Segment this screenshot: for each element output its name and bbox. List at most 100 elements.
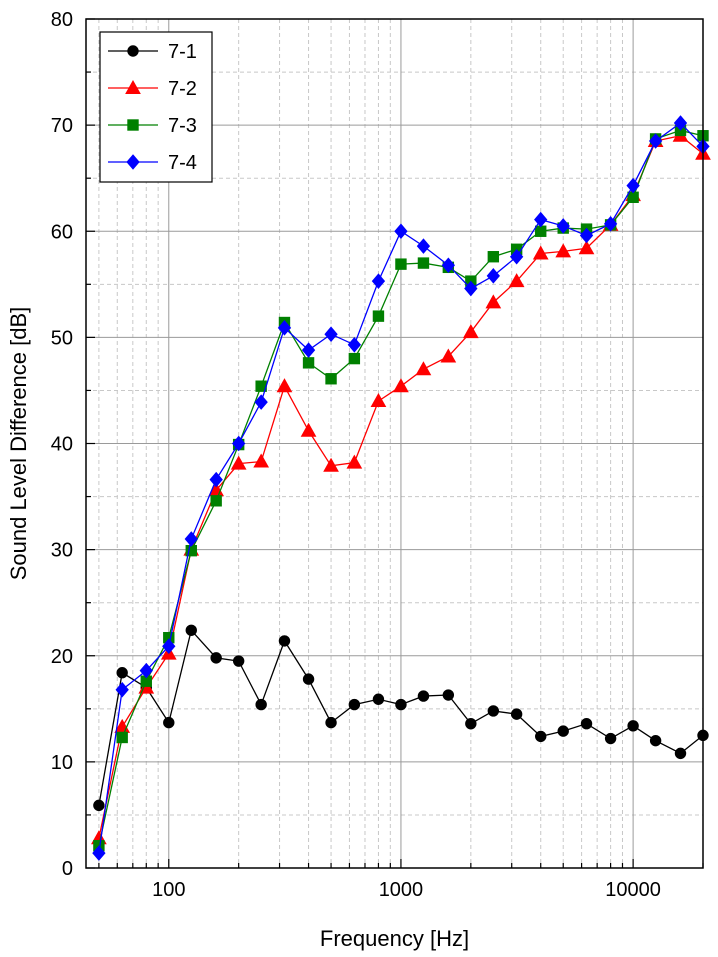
- data-point-7-2: [462, 324, 479, 339]
- data-point-7-4: [464, 280, 478, 297]
- y-tick-label: 30: [51, 540, 73, 562]
- data-point-7-1: [417, 690, 430, 702]
- y-tick-label: 10: [51, 752, 73, 774]
- data-point-7-1: [510, 708, 523, 720]
- legend-label: 7-3: [168, 115, 197, 137]
- x-axis-title: Frequency [Hz]: [320, 926, 469, 951]
- data-point-7-1: [185, 624, 197, 636]
- data-point-7-3: [325, 373, 337, 385]
- data-point-7-2: [532, 245, 549, 260]
- data-point-7-4: [626, 177, 640, 194]
- data-point-7-2: [276, 378, 293, 393]
- data-point-7-4: [394, 223, 408, 240]
- data-point-7-4: [673, 115, 688, 131]
- x-axis-tick-labels: 100 1000 10000: [152, 879, 661, 901]
- data-point-7-1: [116, 667, 128, 679]
- data-point-7-3: [627, 191, 639, 203]
- legend-label: 7-1: [168, 41, 197, 63]
- data-point-7-4: [416, 238, 431, 254]
- data-point-7-3: [395, 258, 407, 270]
- data-point-7-1: [395, 698, 407, 711]
- data-point-7-2: [415, 361, 432, 376]
- legend-marker: [126, 154, 140, 170]
- data-point-7-4: [441, 257, 455, 273]
- data-point-7-3: [487, 251, 500, 263]
- data-point-7-4: [254, 394, 268, 410]
- data-point-7-4: [184, 531, 198, 547]
- y-tick-label: 20: [51, 646, 73, 668]
- data-point-7-1: [302, 673, 315, 685]
- data-point-7-4: [92, 845, 106, 861]
- data-point-7-1: [348, 698, 361, 711]
- y-tick-label: 0: [62, 858, 73, 880]
- legend-box: [99, 31, 213, 183]
- data-point-7-1: [325, 716, 337, 729]
- y-tick-label: 80: [51, 9, 73, 31]
- legend-marker: [127, 45, 139, 57]
- data-point-7-1: [580, 717, 593, 730]
- data-point-7-4: [579, 227, 594, 244]
- data-point-7-3: [535, 225, 547, 237]
- data-point-7-2: [440, 348, 457, 363]
- data-point-7-3: [210, 495, 222, 507]
- y-tick-label: 60: [51, 221, 73, 243]
- legend-item: 7-3: [108, 115, 197, 137]
- y-tick-label: 70: [51, 115, 73, 137]
- x-tick-label: 100: [152, 879, 185, 901]
- data-point-7-3: [372, 310, 385, 322]
- data-point-7-4: [232, 435, 246, 452]
- data-point-7-2: [370, 393, 387, 408]
- data-point-7-2: [323, 457, 339, 472]
- y-axis-tick-labels: 0 10 20 30 40 50 60 70 80: [51, 9, 73, 880]
- legend-item: 7-1: [108, 41, 197, 63]
- data-point-7-2: [300, 422, 317, 437]
- data-point-7-2: [508, 273, 525, 288]
- data-point-7-2: [578, 240, 595, 255]
- data-point-7-1: [535, 730, 547, 743]
- x-tick-label: 1000: [379, 879, 424, 901]
- data-point-7-1: [557, 725, 569, 737]
- series-layer: [91, 115, 711, 861]
- legend-label: 7-4: [168, 152, 197, 174]
- data-point-7-1: [163, 716, 175, 729]
- x-tick-label: 10000: [605, 879, 661, 901]
- series-7-4: [92, 115, 710, 861]
- data-point-7-4: [509, 248, 524, 265]
- data-point-7-2: [393, 378, 409, 393]
- data-point-7-4: [277, 320, 292, 336]
- data-point-7-4: [347, 337, 362, 353]
- data-point-7-4: [603, 216, 618, 232]
- data-point-7-1: [465, 717, 477, 730]
- data-point-7-4: [301, 342, 316, 358]
- data-point-7-1: [627, 720, 639, 732]
- data-point-7-2: [230, 455, 247, 470]
- y-tick-label: 40: [51, 434, 73, 456]
- y-tick-label: 50: [51, 327, 73, 349]
- legend-item: 7-4: [108, 152, 197, 174]
- data-point-7-4: [139, 662, 153, 679]
- data-point-7-1: [674, 747, 687, 760]
- y-axis-title: Sound Level Difference [dB]: [6, 307, 31, 581]
- data-point-7-4: [371, 273, 386, 289]
- data-point-7-4: [534, 211, 548, 228]
- data-point-7-4: [209, 471, 223, 488]
- legend: 7-1 7-2 7-3 7-4: [99, 31, 213, 183]
- data-point-7-2: [555, 243, 572, 258]
- data-point-7-2: [346, 454, 363, 469]
- data-point-7-1: [649, 734, 662, 747]
- data-point-7-1: [487, 705, 500, 717]
- data-point-7-4: [115, 681, 129, 698]
- legend-marker: [125, 79, 141, 94]
- data-point-7-2: [253, 453, 270, 468]
- data-point-7-1: [372, 693, 385, 705]
- legend-item: 7-2: [108, 78, 197, 100]
- data-point-7-2: [485, 294, 502, 309]
- data-point-7-4: [486, 268, 500, 284]
- data-point-7-4: [556, 218, 570, 234]
- data-point-7-1: [255, 698, 267, 711]
- data-point-7-1: [210, 652, 222, 664]
- data-point-7-1: [604, 732, 617, 745]
- data-point-7-1: [93, 799, 105, 812]
- data-point-7-1: [232, 655, 245, 667]
